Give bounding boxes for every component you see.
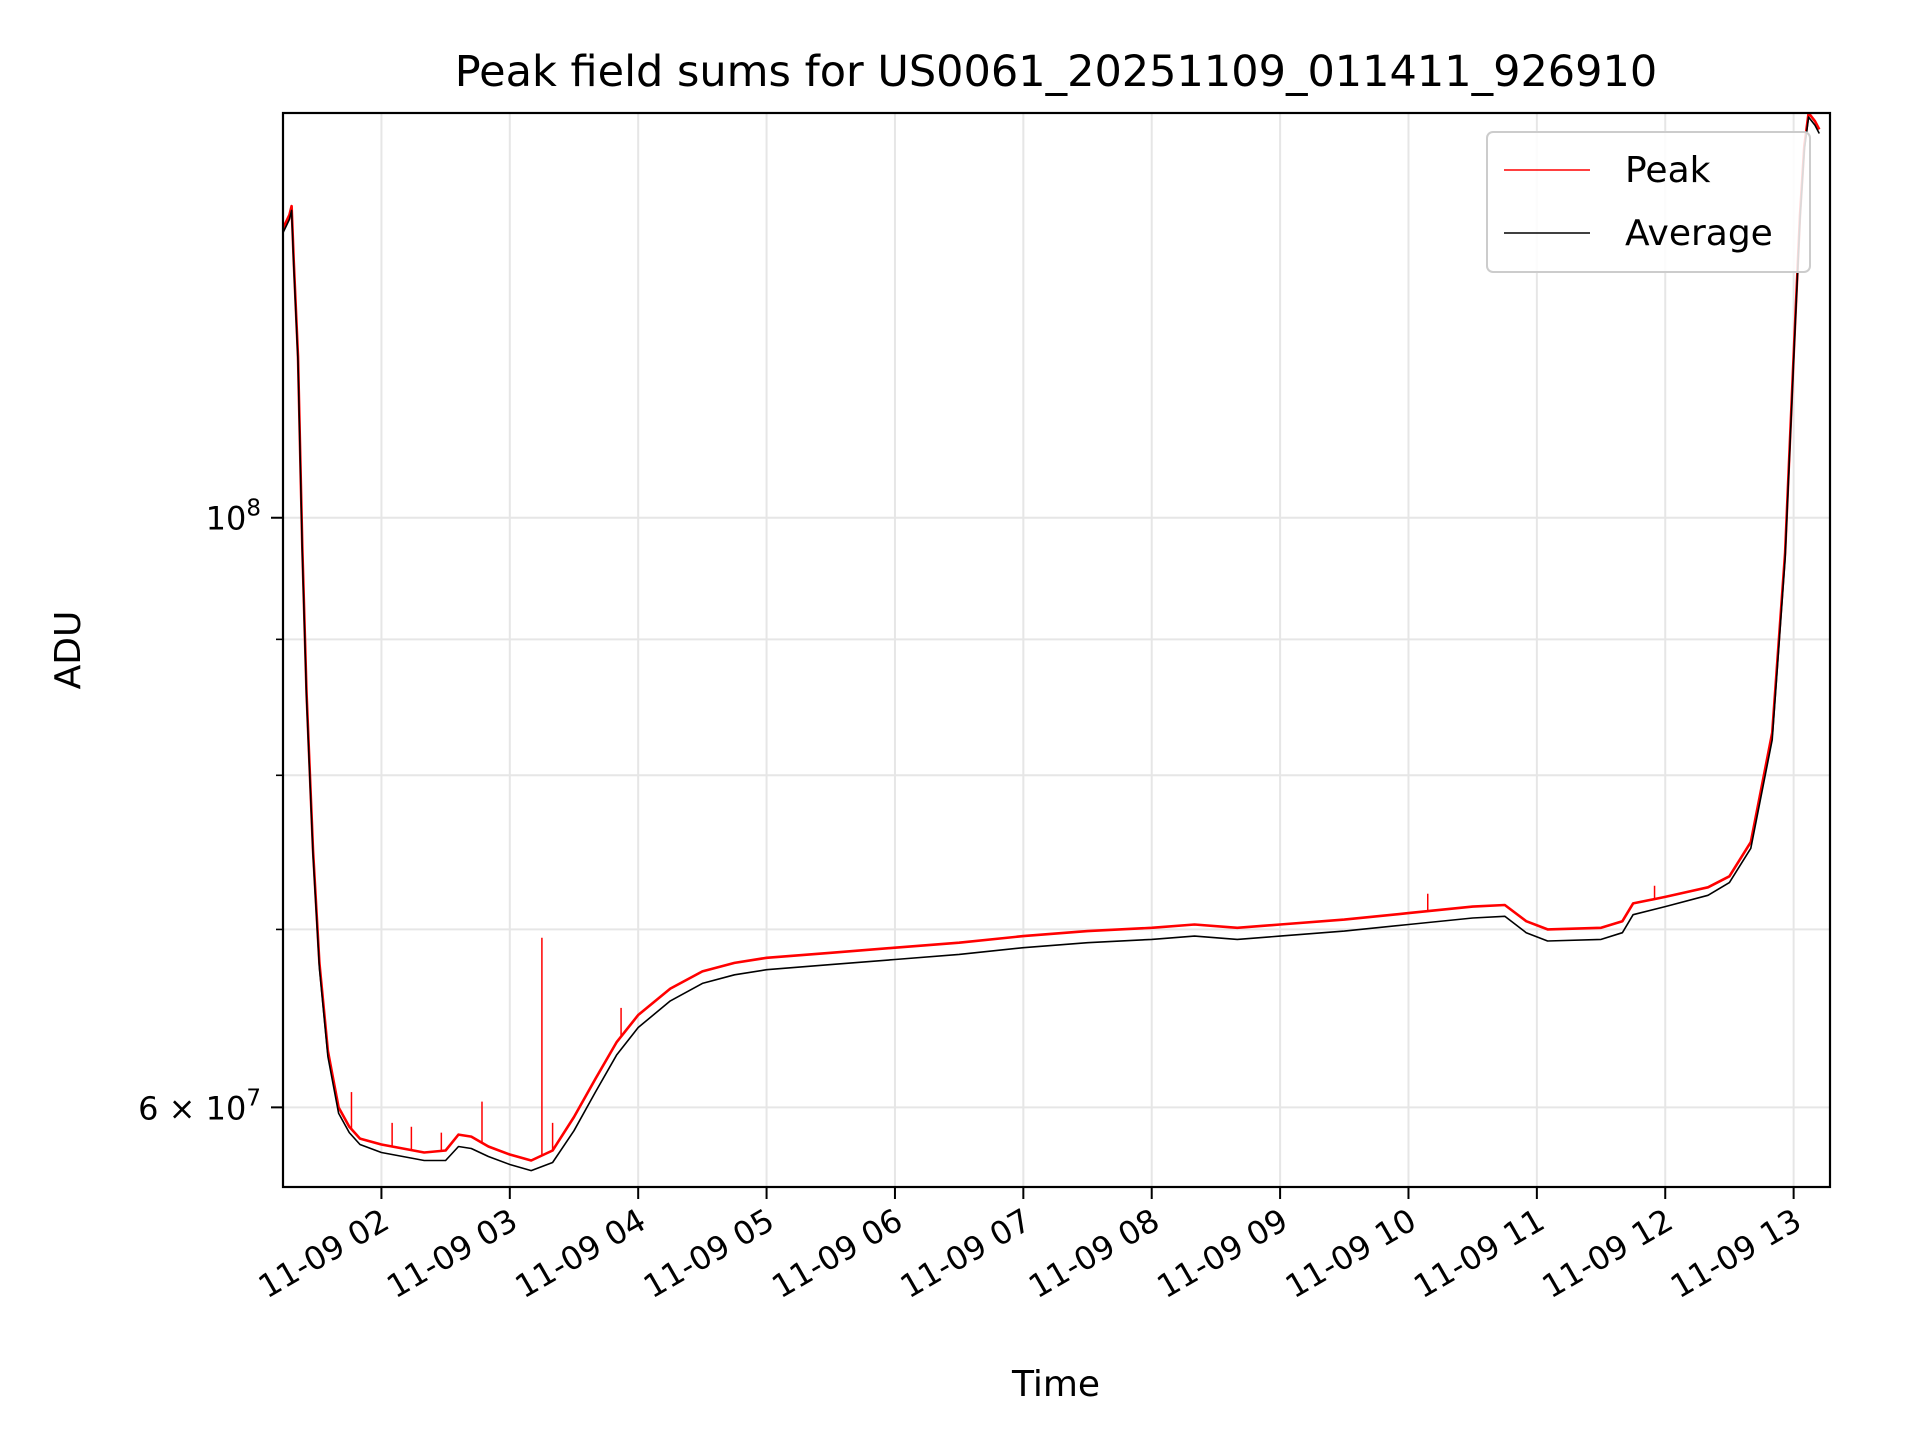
y-tick-exponent: 7 <box>246 1085 261 1111</box>
series-line-peak <box>283 113 1821 1162</box>
chart-title: Peak field sums for US0061_20251109_0114… <box>455 47 1658 97</box>
plot-area <box>283 113 1821 1172</box>
grid <box>283 113 1830 1187</box>
y-tick-exponent: 8 <box>246 496 261 522</box>
legend: Peak Average <box>1486 131 1811 273</box>
series-peak <box>283 113 1821 1162</box>
series-line-average <box>283 116 1821 1172</box>
y-tick-label: 6 × 107 <box>138 1085 261 1127</box>
x-axis-label: Time <box>1011 1364 1100 1405</box>
legend-label-average: Average <box>1625 213 1773 254</box>
series-layer <box>283 113 1821 1172</box>
y-axis-label: ADU <box>48 611 89 690</box>
y-tick-mantissa: 6 <box>138 1089 158 1127</box>
legend-label-peak: Peak <box>1625 150 1711 191</box>
legend-box <box>1486 131 1811 273</box>
y-axis: 6 × 107 108 <box>138 496 283 1127</box>
series-average <box>283 116 1821 1172</box>
axes-frame <box>281 111 1832 1189</box>
y-tick-label: 108 <box>206 496 261 538</box>
